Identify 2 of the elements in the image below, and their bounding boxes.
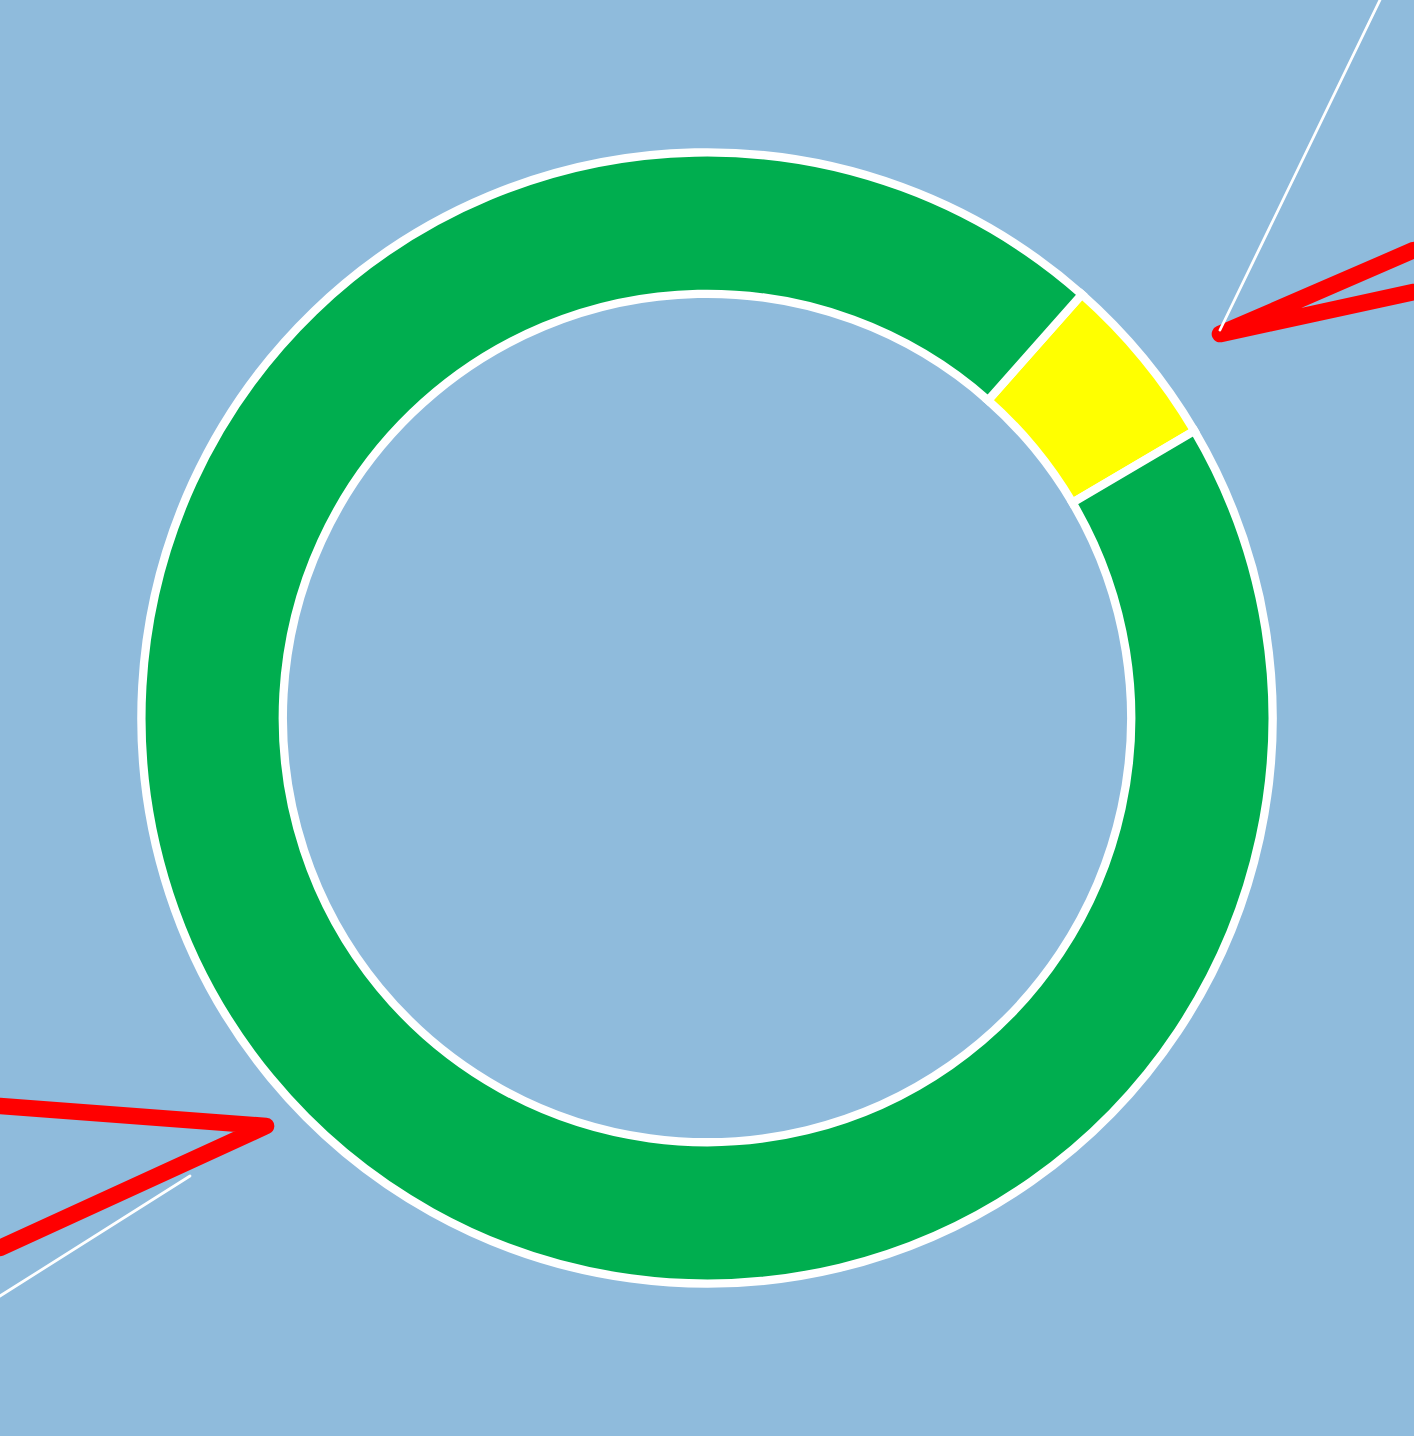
donut-slice bbox=[983, 290, 1199, 507]
donut-slice bbox=[137, 148, 1277, 1288]
